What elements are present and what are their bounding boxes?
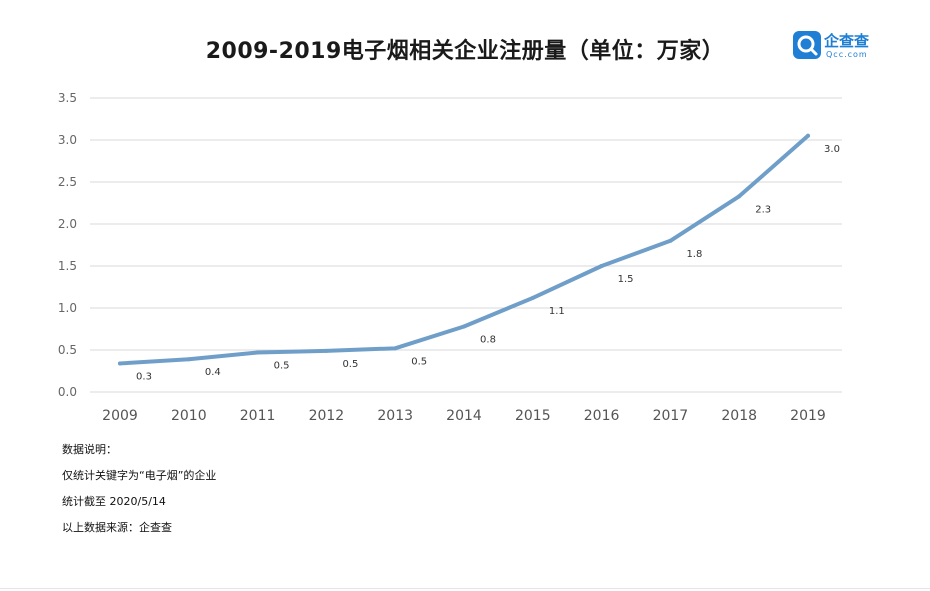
x-tick-label: 2016 — [584, 408, 620, 424]
data-label: 0.5 — [411, 356, 427, 367]
y-tick-label: 0.0 — [58, 385, 77, 399]
y-tick-label: 3.0 — [58, 133, 77, 147]
x-tick-label: 2010 — [171, 408, 207, 424]
x-tick-label: 2015 — [515, 408, 551, 424]
data-point — [118, 361, 122, 366]
x-tick-label: 2018 — [721, 408, 757, 424]
data-label: 3.0 — [824, 144, 840, 155]
data-label: 2.3 — [755, 204, 771, 215]
logo-subtitle: Qcc.com — [826, 50, 868, 59]
data-point — [806, 133, 810, 138]
x-tick-label: 2009 — [102, 408, 138, 424]
data-label: 1.8 — [686, 249, 702, 260]
data-label: 0.8 — [480, 334, 496, 345]
y-tick-label: 3.5 — [58, 91, 77, 105]
brand-logo: 企查查 Qcc.com — [793, 30, 903, 66]
y-tick-label: 2.5 — [58, 175, 77, 189]
chart-title: 2009-2019电子烟相关企业注册量（单位：万家） — [205, 39, 725, 64]
x-tick-label: 2013 — [377, 408, 413, 424]
data-label: 0.5 — [274, 361, 290, 372]
data-label: 0.4 — [205, 367, 221, 378]
data-point — [668, 238, 673, 243]
y-tick-label: 1.0 — [58, 301, 77, 315]
x-tick-label: 2012 — [309, 408, 345, 424]
data-label: 1.1 — [549, 306, 565, 317]
x-tick-label: 2014 — [446, 408, 482, 424]
notes-line-3: 以上数据来源：企查查 — [62, 521, 172, 534]
logo-name: 企查查 — [824, 32, 870, 50]
data-label: 0.3 — [136, 371, 152, 382]
data-point — [393, 346, 398, 351]
notes-heading: 数据说明： — [62, 443, 117, 456]
data-point — [324, 348, 329, 353]
data-point — [737, 194, 742, 199]
data-point — [462, 324, 466, 329]
y-tick-label: 2.0 — [58, 217, 77, 231]
y-tick-label: 1.5 — [58, 259, 77, 273]
notes-line-2: 统计截至 2020/5/14 — [62, 495, 166, 508]
data-notes: 数据说明： 仅统计关键字为“电子烟”的企业 统计截至 2020/5/14 以上数… — [62, 437, 216, 541]
x-tick-label: 2019 — [790, 408, 826, 424]
x-tick-label: 2017 — [653, 408, 689, 424]
qcc-logo-icon — [793, 31, 821, 59]
y-tick-label: 0.5 — [58, 343, 77, 357]
data-label: 0.5 — [342, 359, 358, 370]
data-point — [530, 295, 535, 300]
data-point — [255, 350, 260, 355]
data-point — [186, 357, 191, 362]
notes-line-1: 仅统计关键字为“电子烟”的企业 — [62, 469, 217, 482]
bottom-divider — [0, 588, 930, 589]
data-label: 1.5 — [618, 274, 634, 285]
x-tick-label: 2011 — [240, 408, 276, 424]
data-point — [599, 264, 604, 268]
series-line — [118, 133, 810, 366]
